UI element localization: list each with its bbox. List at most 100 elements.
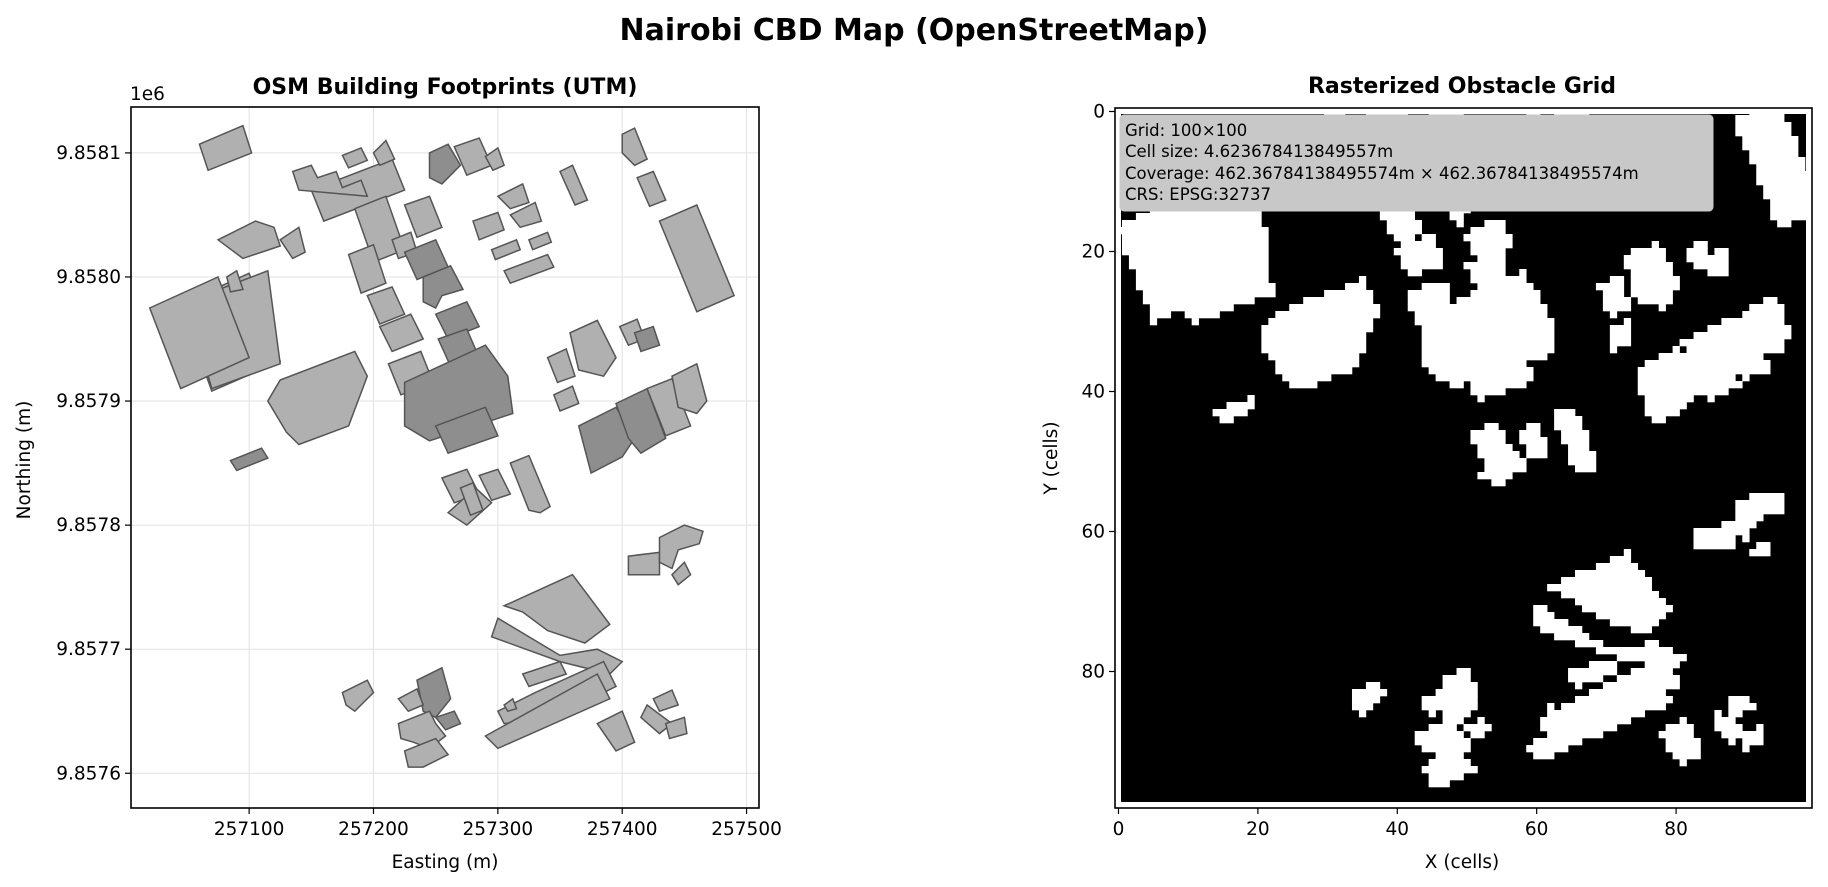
obstacle-cells bbox=[1742, 311, 1785, 319]
obstacle-cells bbox=[1470, 241, 1513, 249]
obstacle-cells bbox=[1756, 724, 1764, 732]
info-cell-size: Cell size: 4.623678413849557m bbox=[1125, 142, 1393, 161]
building-footprint bbox=[664, 716, 688, 740]
building-footprint bbox=[509, 454, 552, 514]
obstacle-cells bbox=[1770, 206, 1813, 214]
obstacle-cells bbox=[1519, 430, 1541, 438]
info-grid-size: Grid: 100×100 bbox=[1125, 121, 1247, 140]
obstacle-cells bbox=[1477, 283, 1534, 291]
obstacle-cells bbox=[1630, 290, 1673, 298]
building-footprint bbox=[341, 679, 375, 713]
x-axis-label-cells: X (cells) bbox=[1425, 852, 1499, 873]
obstacle-cells bbox=[1547, 703, 1555, 711]
obstacle-cells bbox=[1421, 353, 1548, 361]
obstacle-cells bbox=[1470, 381, 1527, 389]
obstacle-cells bbox=[1742, 535, 1750, 543]
building-footprint bbox=[633, 325, 661, 353]
y-axis-label: Northing (m) bbox=[14, 401, 35, 520]
obstacle-cells bbox=[1623, 262, 1673, 270]
y-tick-label: 9.8578 bbox=[56, 515, 121, 536]
obstacle-cells bbox=[1575, 598, 1666, 606]
obstacle-cells bbox=[1414, 731, 1464, 739]
obstacle-cells bbox=[1575, 640, 1604, 648]
obstacle-cells bbox=[1742, 374, 1750, 382]
obstacle-cells bbox=[1568, 675, 1604, 683]
obstacle-cells bbox=[1470, 269, 1506, 277]
obstacle-cells bbox=[1644, 395, 1694, 403]
obstacle-cells bbox=[1735, 115, 1785, 123]
x-tick-label: 20 bbox=[1246, 819, 1270, 840]
obstacle-cells bbox=[1575, 465, 1597, 473]
obstacle-cells bbox=[1135, 213, 1262, 221]
obstacle-cells bbox=[1742, 143, 1799, 151]
building-footprint bbox=[279, 226, 306, 260]
building-footprint bbox=[596, 710, 636, 752]
obstacle-cells bbox=[1637, 367, 1771, 375]
obstacle-cells bbox=[1379, 213, 1416, 221]
building-footprint bbox=[509, 201, 543, 229]
obstacle-cells bbox=[1554, 416, 1583, 424]
building-footprint bbox=[636, 170, 667, 208]
obstacle-cells bbox=[1428, 724, 1457, 732]
obstacle-cells bbox=[1407, 290, 1450, 298]
obstacle-cells bbox=[1568, 444, 1590, 452]
obstacle-cells bbox=[1442, 675, 1471, 683]
obstacle-cells bbox=[1637, 374, 1736, 382]
building-footprint bbox=[621, 127, 649, 167]
obstacle-cells bbox=[1749, 108, 1785, 116]
obstacle-cells bbox=[1484, 220, 1506, 228]
obstacle-cells bbox=[1477, 395, 1485, 403]
obstacle-cells bbox=[1609, 556, 1632, 564]
obstacle-cells bbox=[1609, 346, 1618, 354]
obstacle-cells bbox=[1526, 444, 1548, 452]
obstacle-cells bbox=[1602, 304, 1632, 312]
building-footprint bbox=[569, 319, 617, 378]
y-tick-label: 0 bbox=[1093, 102, 1105, 123]
y-tick-label: 9.8579 bbox=[56, 391, 121, 412]
obstacle-cells bbox=[1428, 367, 1534, 375]
obstacle-cells bbox=[1351, 703, 1374, 711]
x-tick-label: 80 bbox=[1664, 819, 1688, 840]
building-footprint bbox=[552, 385, 580, 412]
obstacle-cells bbox=[1763, 185, 1813, 193]
obstacle-cells bbox=[1456, 220, 1464, 228]
obstacle-cells bbox=[1456, 297, 1541, 305]
obstacle-cells bbox=[1609, 332, 1632, 340]
obstacle-cells bbox=[1749, 304, 1785, 312]
obstacle-cells bbox=[1421, 766, 1478, 774]
obstacle-cells bbox=[1686, 255, 1729, 263]
obstacle-cells bbox=[1407, 269, 1422, 277]
obstacle-cells bbox=[1693, 241, 1708, 249]
obstacle-cells bbox=[1630, 283, 1680, 291]
obstacle-cells bbox=[1470, 437, 1506, 445]
obstacle-cells bbox=[1728, 738, 1736, 746]
obstacle-cells bbox=[1470, 430, 1506, 438]
obstacle-cells bbox=[1609, 339, 1632, 347]
obstacle-cells bbox=[1568, 668, 1618, 676]
obstacle-cells bbox=[1491, 479, 1506, 487]
obstacle-cells bbox=[1435, 374, 1534, 382]
obstacle-cells bbox=[1303, 297, 1374, 305]
info-coverage: Coverage: 462.36784138495574m × 462.3678… bbox=[1125, 164, 1639, 183]
building-footprint bbox=[496, 182, 530, 210]
obstacle-cells bbox=[1644, 661, 1680, 669]
obstacle-cells bbox=[1568, 451, 1597, 459]
obstacle-cells bbox=[1365, 108, 1409, 116]
building-footprint bbox=[652, 689, 680, 713]
obstacle-cells bbox=[1749, 157, 1806, 165]
obstacle-cells bbox=[1400, 255, 1443, 263]
obstacle-cells bbox=[1128, 255, 1269, 263]
info-box-background bbox=[1119, 114, 1714, 212]
obstacle-cells bbox=[1414, 738, 1471, 746]
obstacle-cells bbox=[1421, 234, 1436, 242]
obstacle-cells bbox=[1644, 640, 1659, 648]
building-footprint bbox=[484, 672, 611, 750]
y-tick-label: 40 bbox=[1081, 382, 1105, 403]
obstacle-cells bbox=[1261, 339, 1367, 347]
obstacle-cells bbox=[1421, 346, 1555, 354]
building-footprint bbox=[403, 737, 450, 768]
obstacle-cells bbox=[1449, 381, 1464, 389]
obstacle-cells bbox=[1421, 703, 1478, 711]
obstacle-cells bbox=[1742, 745, 1750, 753]
